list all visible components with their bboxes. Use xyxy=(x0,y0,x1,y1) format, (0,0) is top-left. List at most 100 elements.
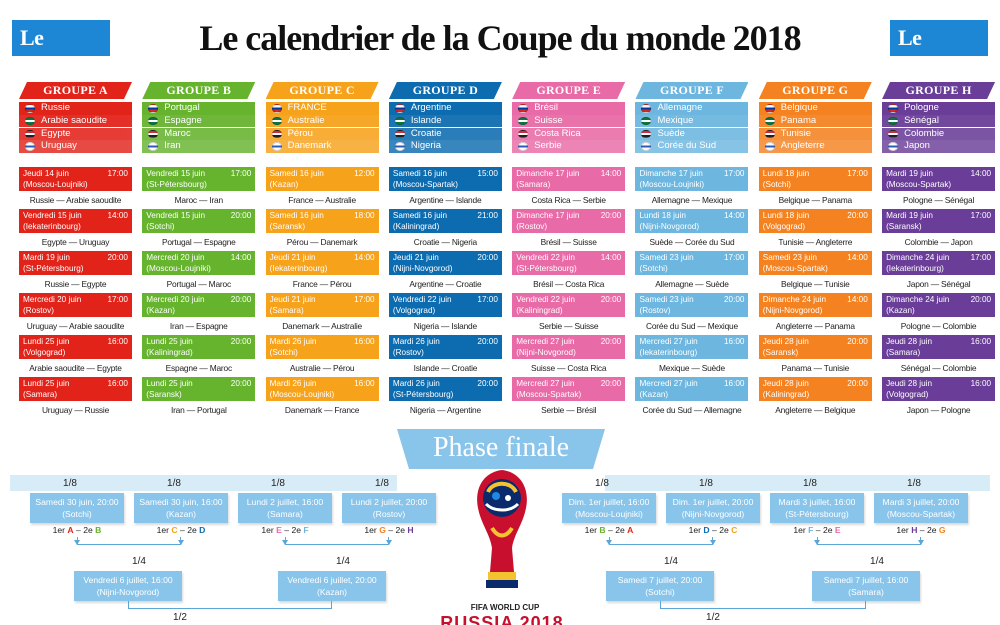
match-teams: Nigeria — Argentine xyxy=(409,405,481,415)
match-box: Vendredi 15 juin (Sotchi) 20:00 xyxy=(142,209,256,233)
match-time: 17:00 xyxy=(230,169,252,178)
match-item: Mardi 19 juin (St-Pétersbourg) 20:00 Russie… xyxy=(19,251,132,293)
match-venue: (Rostov) xyxy=(516,222,548,231)
match-teams: France — Australie xyxy=(288,195,356,205)
match-teams: France — Pérou xyxy=(292,279,352,289)
match-date: Dimanche 24 juin xyxy=(886,295,950,304)
match-box: Mercredi 27 juin (Moscou-Spartak) 20:00 xyxy=(512,377,626,401)
eighth-venue: (Sotchi) xyxy=(62,509,92,519)
team-name: Suisse xyxy=(534,114,563,126)
seed-group: D xyxy=(703,525,710,535)
round-eighth-label: 1/8 xyxy=(595,478,609,489)
match-item: Samedi 16 juin (Kaliningrad) 21:00 Croatie … xyxy=(388,209,502,251)
match-item: Lundi 25 juin (Volgograd) 16:00 Arabie saou… xyxy=(19,335,132,377)
match-venue: (Saransk) xyxy=(886,222,922,231)
team-name: Pérou xyxy=(287,127,313,139)
match-box: Samedi 16 juin (Saransk) 18:00 xyxy=(265,209,379,233)
group-header: GROUPE G xyxy=(759,82,872,99)
match-teams: Angleterre — Panama xyxy=(775,321,855,331)
round-quarter-label: 1/4 xyxy=(336,556,350,567)
team-row: Brésil xyxy=(512,102,626,115)
match-teams: Suède — Corée du Sud xyxy=(649,237,735,247)
team-name: Islande xyxy=(410,114,442,126)
match-venue: (Moscou-Spartak) xyxy=(392,180,458,189)
team-name: Argentine xyxy=(410,102,452,113)
match-time: 12:00 xyxy=(354,169,375,178)
match-date: Mercredi 27 juin xyxy=(639,379,698,388)
round-eighth-label: 1/8 xyxy=(167,478,181,489)
match-item: Mardi 19 juin (Saransk) 17:00 Colombie — Ja… xyxy=(882,209,996,251)
match-list: Mardi 19 juin (Moscou-Spartak) 14:00 Pologn… xyxy=(882,167,996,419)
match-venue: (St-Pétersbourg) xyxy=(23,264,84,273)
match-venue: (Iekaterinbourg) xyxy=(23,222,81,231)
team-name: Suède xyxy=(657,127,685,139)
match-teams: Serbie — Brésil xyxy=(541,405,597,415)
match-time: 17:00 xyxy=(970,211,992,220)
match-date: Samedi 16 juin xyxy=(392,211,448,220)
group-column-h: GROUPE H Pologne Sénégal Colombie Japon Mardi… xyxy=(882,82,996,415)
match-date: Dimanche 17 juin xyxy=(516,169,580,178)
flag-icon xyxy=(394,104,405,113)
match-venue: (Moscou-Spartak) xyxy=(516,390,582,399)
match-box: Mercredi 27 juin (Nijni-Novgorod) 20:00 xyxy=(512,335,626,359)
seed-group: H xyxy=(911,525,918,535)
match-item: Samedi 23 juin (Rostov) 20:00 Corée du Sud … xyxy=(635,293,749,335)
match-box: Jeudi 21 juin (Iekaterinbourg) 14:00 xyxy=(265,251,379,275)
match-time: 17:00 xyxy=(847,169,868,178)
match-date: Samedi 23 juin xyxy=(639,295,694,304)
eighth-venue: (Samara) xyxy=(267,509,303,519)
match-time: 16:00 xyxy=(107,379,129,388)
match-list: Lundi 18 juin (Sotchi) 17:00 Belgique — Pan… xyxy=(758,167,872,419)
match-time: 20:00 xyxy=(723,295,745,304)
match-time: 20:00 xyxy=(600,295,622,304)
match-teams: Brésil — Suisse xyxy=(540,237,597,247)
group-header: GROUPE B xyxy=(142,82,255,99)
match-time: 14:00 xyxy=(600,169,622,178)
match-date: Mercredi 27 juin xyxy=(516,379,575,388)
match-time: 20:00 xyxy=(600,379,622,388)
match-item: Jeudi 28 juin (Samara) 16:00 Sénégal — Colo… xyxy=(882,335,996,377)
match-time: 14:00 xyxy=(230,253,252,262)
flag-icon xyxy=(764,129,775,139)
quarter-date: Samedi 7 juillet, 20:00 xyxy=(617,575,703,585)
flag-icon xyxy=(888,104,899,113)
match-item: Jeudi 28 juin (Volgograd) 16:00 Japon — Pol… xyxy=(882,377,996,419)
team-row: Pologne xyxy=(882,102,996,115)
match-date: Mercredi 20 juin xyxy=(23,295,82,304)
match-date: Vendredi 22 juin xyxy=(516,253,575,262)
match-box: Dimanche 24 juin (Nijni-Novgorod) 14:00 xyxy=(758,293,872,317)
round-semi-label: 1/2 xyxy=(173,612,187,623)
match-time: 17:00 xyxy=(107,169,129,178)
flag-icon xyxy=(764,116,775,126)
match-date: Jeudi 21 juin xyxy=(269,295,316,304)
group-header: GROUPE D xyxy=(389,82,502,99)
match-box: Lundi 18 juin (Volgograd) 20:00 xyxy=(758,209,872,233)
team-row: Croatie xyxy=(388,127,502,141)
match-item: Lundi 25 juin (Kaliningrad) 20:00 Espagne —… xyxy=(142,335,256,377)
match-box: Mardi 19 juin (St-Pétersbourg) 20:00 xyxy=(19,251,132,275)
match-item: Samedi 16 juin (Moscou-Spartak) 15:00 Argen… xyxy=(388,167,502,209)
team-name: Croatie xyxy=(410,127,442,139)
match-box: Mercredi 20 juin (Kazan) 20:00 xyxy=(142,293,256,317)
team-row: Angleterre xyxy=(758,140,872,153)
match-venue: (Kazan) xyxy=(269,180,299,189)
flag-icon xyxy=(888,142,899,151)
flag-icon xyxy=(764,142,775,151)
seed-group: E xyxy=(276,525,282,535)
team-name: Pologne xyxy=(904,102,939,113)
match-teams: Colombie — Japon xyxy=(904,237,973,247)
flag-icon xyxy=(641,129,652,139)
flag-icon xyxy=(271,142,282,151)
match-teams: Argentine — Croatie xyxy=(409,279,482,289)
team-row: Japon xyxy=(882,140,996,153)
match-date: Jeudi 28 juin xyxy=(886,379,933,388)
eighth-date: Lundi 2 juillet, 20:00 xyxy=(350,497,428,507)
match-time: 17:00 xyxy=(354,295,375,304)
group-header: GROUPE E xyxy=(512,82,625,99)
team-row: Suède xyxy=(635,127,749,141)
eighth-final-box: Samedi 30 juin, 16:00 (Kazan) xyxy=(134,493,228,523)
match-time: 20:00 xyxy=(847,211,868,220)
match-date: Vendredi 22 juin xyxy=(392,295,452,304)
team-name: Arabie saoudite xyxy=(41,114,108,126)
match-teams: Egypte — Uruguay xyxy=(41,237,110,247)
